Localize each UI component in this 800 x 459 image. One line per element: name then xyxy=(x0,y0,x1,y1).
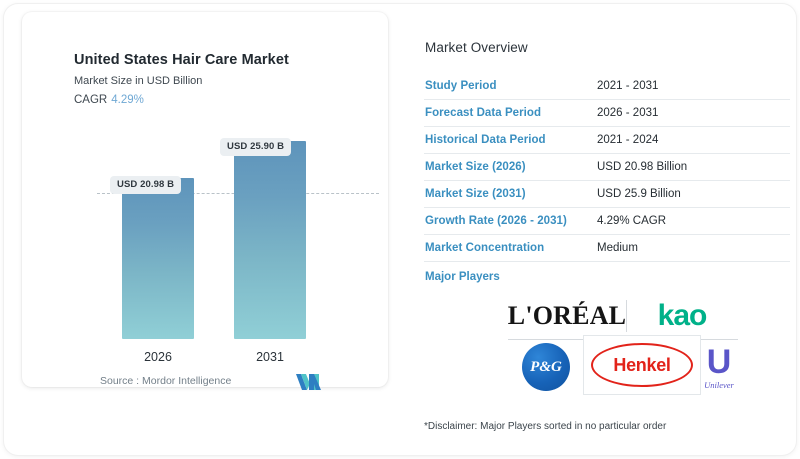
source-row: Source : Mordor Intelligence xyxy=(74,372,364,394)
logo-divider-vertical xyxy=(626,300,627,332)
disclaimer-text: *Disclaimer: Major Players sorted in no … xyxy=(424,421,667,432)
chart-card: United States Hair Care Market Market Si… xyxy=(22,12,388,390)
table-row: Forecast Data Period 2026 - 2031 xyxy=(424,100,790,127)
unilever-logo: U Unilever xyxy=(700,340,738,394)
henkel-logo-oval: Henkel xyxy=(591,343,693,387)
table-row: Market Size (2031) USD 25.9 Billion xyxy=(424,181,790,208)
row-value: 4.29% CAGR xyxy=(597,215,667,227)
row-label: Historical Data Period xyxy=(425,134,546,146)
unilever-logo-caption: Unilever xyxy=(704,379,734,390)
table-row: Market Concentration Medium xyxy=(424,235,790,262)
major-players-label: Major Players xyxy=(425,271,500,283)
data-label-2026: USD 20.98 B xyxy=(110,176,182,194)
row-label: Forecast Data Period xyxy=(425,107,542,119)
row-value: USD 25.9 Billion xyxy=(597,188,681,200)
loreal-logo-text: L'ORÉAL xyxy=(507,301,627,330)
table-row: Market Size (2026) USD 20.98 Billion xyxy=(424,154,790,181)
row-value: 2026 - 2031 xyxy=(597,107,659,119)
pg-logo: P&G xyxy=(508,340,584,394)
henkel-logo-text: Henkel xyxy=(613,355,671,375)
x-axis-label-2026: 2026 xyxy=(144,350,172,364)
source-text: Source : Mordor Intelligence xyxy=(100,375,232,387)
bar-2026 xyxy=(122,178,194,339)
overview-title: Market Overview xyxy=(425,40,528,55)
row-value: 2021 - 2031 xyxy=(597,80,659,92)
row-label: Market Size (2026) xyxy=(425,161,526,173)
mordor-intelligence-logo xyxy=(296,372,322,397)
cagr-value: 4.29% xyxy=(111,94,144,106)
chart-title: United States Hair Care Market xyxy=(74,52,289,68)
data-label-2031: USD 25.90 B xyxy=(220,138,292,156)
table-row: Growth Rate (2026 - 2031) 4.29% CAGR xyxy=(424,208,790,235)
pg-logo-text: P&G xyxy=(530,358,562,375)
market-overview-panel: Market Overview Study Period 2021 - 2031… xyxy=(424,40,790,292)
x-axis-label-2031: 2031 xyxy=(256,350,284,364)
row-value: USD 20.98 Billion xyxy=(597,161,688,173)
bar-chart-plot: USD 20.98 B USD 25.90 B 2026 2031 xyxy=(74,122,379,364)
row-label: Study Period xyxy=(425,80,497,92)
row-value: 2021 - 2024 xyxy=(597,134,659,146)
chart-subtitle: Market Size in USD Billion xyxy=(74,75,203,87)
kao-logo: kao xyxy=(626,294,738,338)
bar-2031 xyxy=(234,141,306,339)
table-row: Historical Data Period 2021 - 2024 xyxy=(424,127,790,154)
row-label: Market Size (2031) xyxy=(425,188,526,200)
cagr-row: CAGR 4.29% xyxy=(74,94,144,106)
row-value: Medium xyxy=(597,242,638,254)
overview-table: Study Period 2021 - 2031 Forecast Data P… xyxy=(424,73,790,292)
major-players-row: Major Players xyxy=(424,262,790,292)
row-label: Market Concentration xyxy=(425,242,545,254)
table-row: Study Period 2021 - 2031 xyxy=(424,73,790,100)
loreal-logo: L'ORÉAL xyxy=(508,294,626,338)
pg-logo-circle: P&G xyxy=(522,343,570,391)
henkel-logo: Henkel xyxy=(584,336,700,394)
cagr-label: CAGR xyxy=(74,94,108,106)
major-players-logos: L'ORÉAL kao P&G Henkel U Unilever xyxy=(508,294,738,394)
unilever-logo-mark: U xyxy=(706,342,732,381)
kao-logo-text: kao xyxy=(657,299,708,332)
row-label: Growth Rate (2026 - 2031) xyxy=(425,215,567,227)
